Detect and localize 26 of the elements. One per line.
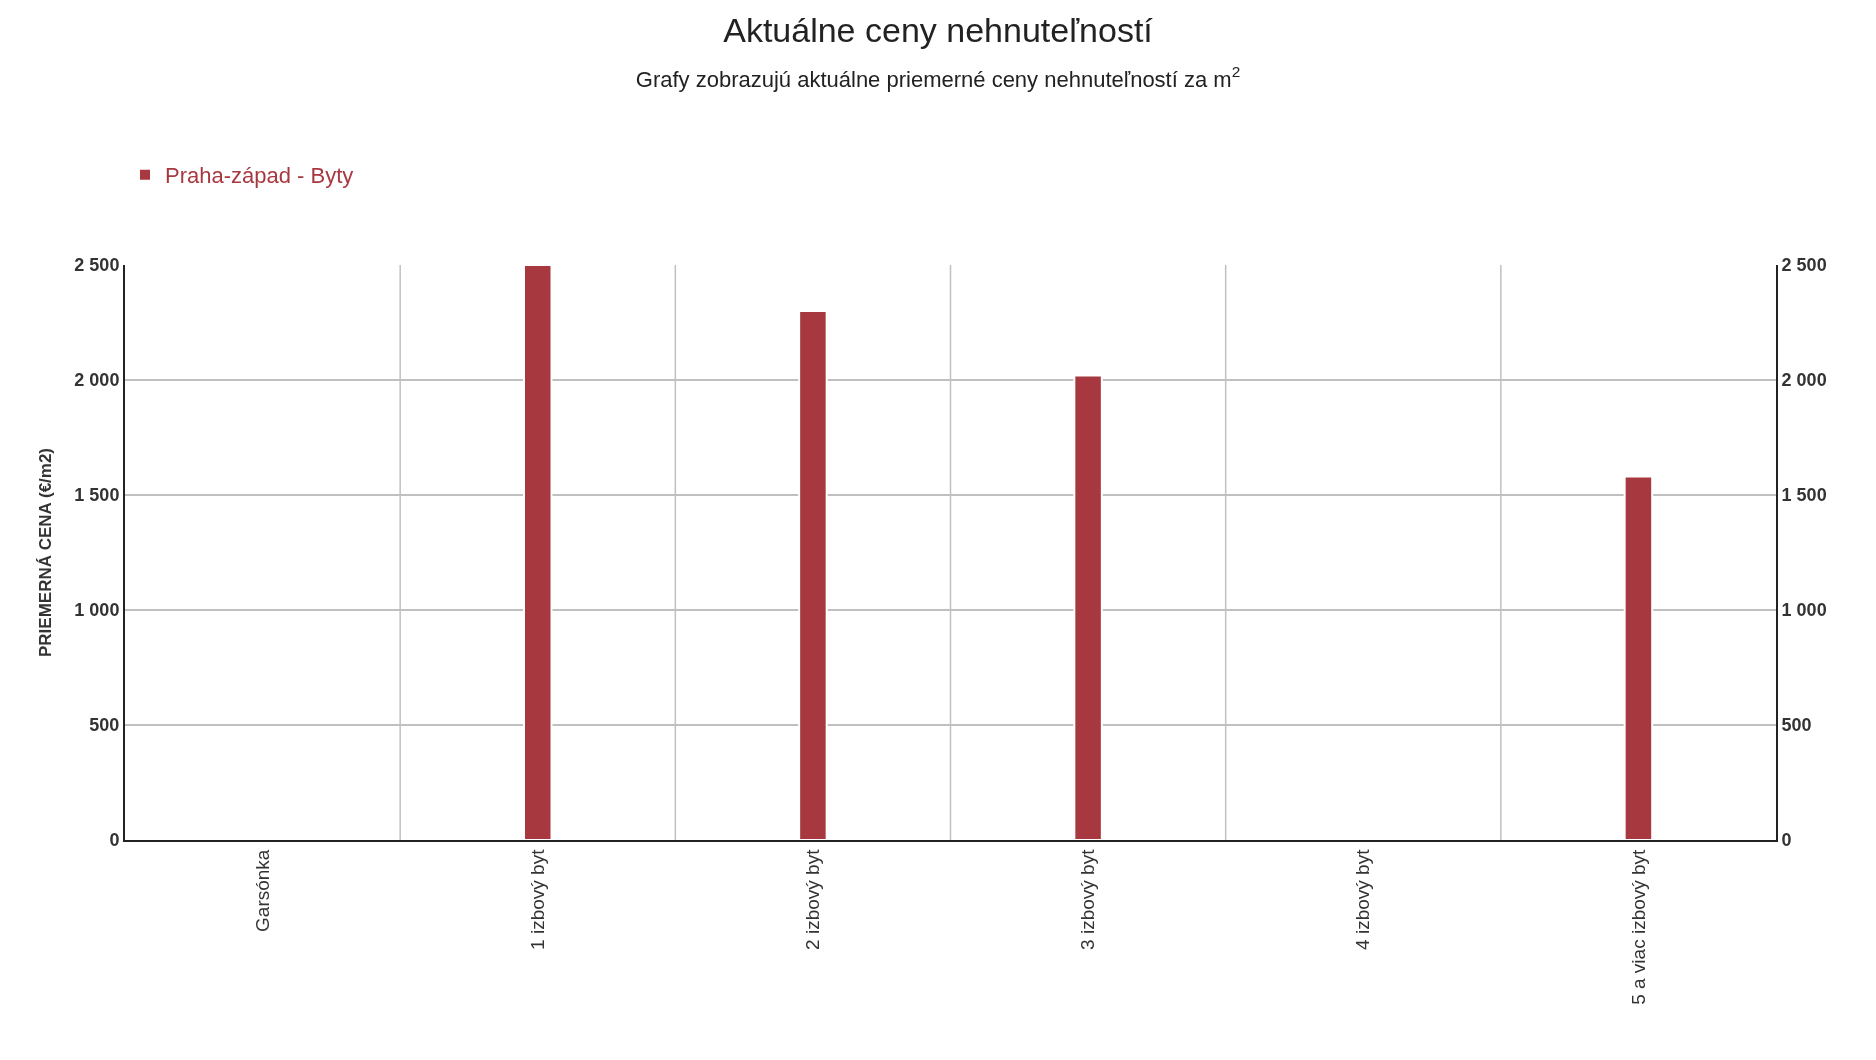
x-tick-label: 1 izbový byt — [526, 848, 548, 950]
y2-tick-label: 0 — [1781, 830, 1792, 851]
y-axis-title: PRIEMERNÁ CENA (€/m2) — [36, 447, 56, 658]
x-tick-label: 5 a viac izbový byt — [1627, 848, 1649, 1005]
y-tick-label: 2 000 — [74, 370, 120, 391]
y2-tick-label: 500 — [1781, 715, 1812, 736]
bar — [522, 265, 553, 840]
y-tick-label: 2 500 — [74, 255, 120, 276]
x-tick-label: Garsónka — [251, 849, 273, 932]
bar — [798, 310, 828, 840]
legend-label: Praha-západ - Byty — [165, 163, 354, 189]
bar — [1073, 374, 1103, 840]
y-tick-label: 1 000 — [74, 600, 120, 621]
bar — [1623, 475, 1654, 840]
y-tick-label: 1 500 — [74, 485, 120, 506]
y-tick-label: 0 — [109, 830, 120, 851]
y-tick-label: 500 — [89, 715, 120, 736]
x-tick-label: 4 izbový byt — [1352, 848, 1374, 950]
y2-tick-label: 2 000 — [1781, 370, 1827, 391]
y2-tick-label: 2 500 — [1781, 255, 1827, 276]
chart-title: Aktuálne ceny nehnuteľností — [723, 11, 1154, 50]
chart-subtitle: Grafy zobrazujú aktuálne priemerné ceny nehnuteľností za m$^{2}$ — [635, 63, 1241, 92]
y2-tick-label: 1 000 — [1781, 600, 1827, 621]
y2-tick-label: 1 500 — [1781, 485, 1827, 506]
x-tick-label: 2 izbový byt — [802, 848, 824, 950]
x-tick-label: 3 izbový byt — [1077, 848, 1099, 950]
